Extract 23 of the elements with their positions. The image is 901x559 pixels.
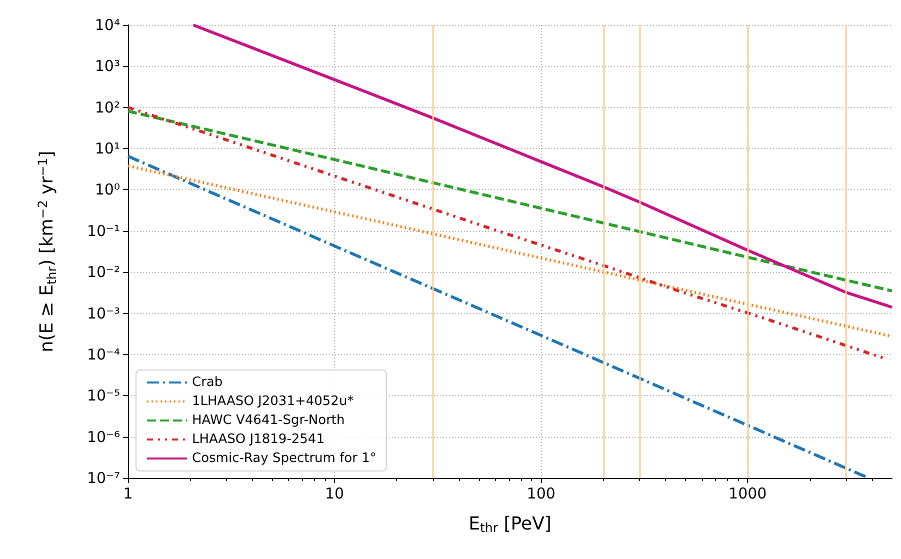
x-tick-label: 1000 bbox=[728, 484, 767, 502]
y-tick-label: 10⁻² bbox=[86, 263, 120, 282]
y-tick-label: 10⁻³ bbox=[86, 304, 120, 322]
legend-label: Crab bbox=[192, 375, 223, 390]
y-tick-label: 10⁻⁷ bbox=[86, 469, 120, 487]
y-tick-label: 10¹ bbox=[94, 140, 120, 158]
y-tick-label: 10⁰ bbox=[94, 180, 120, 199]
y-tick-label: 10⁻⁶ bbox=[86, 428, 120, 446]
y-tick-label: 10⁻¹ bbox=[86, 222, 120, 240]
x-tick-label: 10 bbox=[324, 484, 344, 502]
legend-label: HAWC V4641-Sgr-North bbox=[192, 413, 345, 428]
y-tick-label: 10² bbox=[94, 98, 120, 116]
x-tick-label: 1 bbox=[123, 484, 133, 502]
x-tick-label: 100 bbox=[526, 484, 556, 502]
y-axis-title: n(E ≥ Ethr) [km−2 yr−1] bbox=[35, 150, 59, 352]
legend-label: Cosmic-Ray Spectrum for 1° bbox=[192, 451, 376, 466]
x-axis-title: Ethr [PeV] bbox=[468, 514, 552, 536]
legend-label: LHAASO J1819-2541 bbox=[192, 432, 324, 447]
y-tick-label: 10⁻⁴ bbox=[86, 345, 120, 364]
legend-label: 1LHAASO J2031+4052u* bbox=[192, 394, 354, 409]
y-tick-label: 10⁻⁵ bbox=[86, 386, 120, 405]
y-tick-label: 10⁴ bbox=[94, 16, 120, 34]
y-tick-label: 10³ bbox=[94, 57, 120, 76]
